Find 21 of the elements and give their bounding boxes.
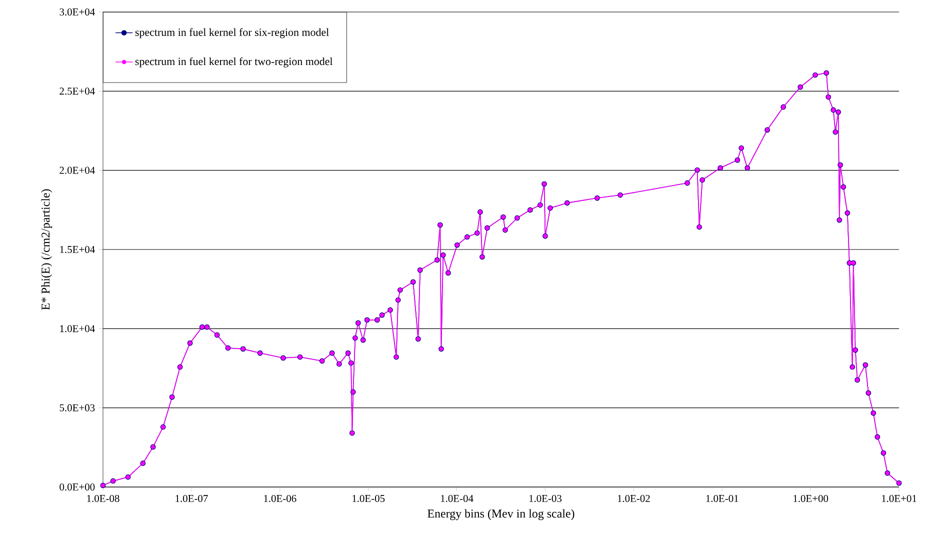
y-tick-label: 5.0E+03: [60, 404, 95, 412]
y-tick-label: 1.0E+04: [60, 325, 95, 332]
x-tick-label: 1.0E-05: [352, 494, 385, 502]
x-tick-label: 1.0E-07: [176, 494, 208, 502]
y-tick-label: 2.0E+04: [60, 166, 95, 174]
x-tick-label: 1.0E-01: [706, 494, 738, 502]
y-tick-label: 1.5E+04: [60, 246, 95, 254]
y-tick-label: 3.0E+04: [60, 8, 95, 16]
y-axis-title: E* Phi(E) (/cm2/particle): [41, 189, 52, 310]
y-tick-label: 0.0E+00: [60, 483, 95, 491]
x-tick-label: 1.0E+00: [794, 494, 828, 502]
x-axis-title: Energy bins (Mev in log scale): [428, 509, 574, 520]
x-tick-label: 1.0E-06: [264, 494, 296, 502]
x-tick-label: 1.0E-03: [529, 494, 562, 502]
y-tick-label: 2.5E+04: [60, 88, 95, 95]
legend-label: spectrum in fuel kernel for two-region model: [135, 57, 333, 68]
x-tick-label: 1.0E-02: [618, 494, 650, 502]
x-tick-label: 1.0E-08: [87, 494, 120, 502]
x-tick-label: 1.0E+01: [882, 494, 916, 502]
legend-label: spectrum in fuel kernel for six-region model: [135, 28, 329, 38]
x-tick-label: 1.0E-04: [440, 494, 474, 502]
